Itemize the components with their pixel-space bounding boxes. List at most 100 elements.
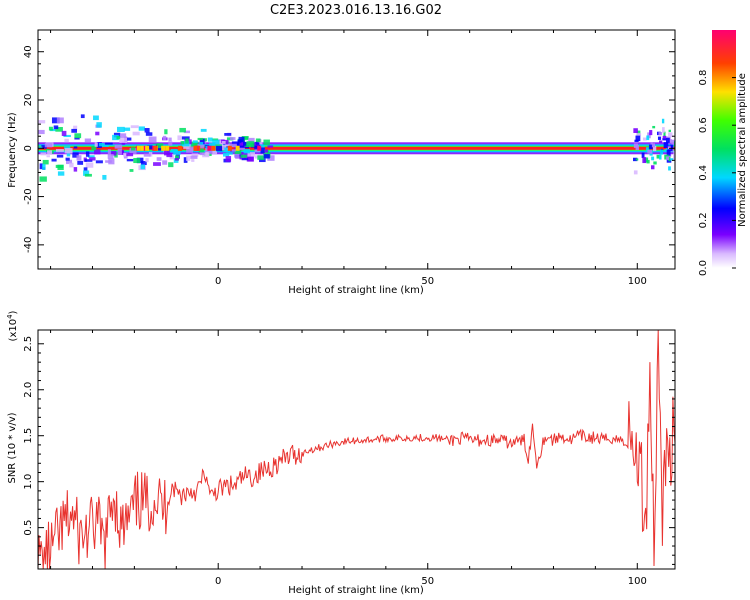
snr-y-tick-label: 2.5 bbox=[23, 336, 34, 352]
spectrogram-noise-cell bbox=[186, 155, 191, 161]
spectrogram-noise-cell bbox=[73, 125, 78, 131]
spectrogram-noise-cell bbox=[255, 141, 260, 145]
spectrogram-noise-cell bbox=[148, 136, 157, 143]
spectrogram-noise-cell bbox=[653, 161, 657, 165]
spectrogram-x-tick-label: 0 bbox=[215, 276, 221, 287]
spectrogram-noise-cell bbox=[138, 126, 145, 131]
spectrogram-hot-cell bbox=[193, 145, 198, 151]
spectrogram-noise-cell bbox=[212, 150, 218, 155]
spectrogram-noise-cell bbox=[263, 154, 270, 159]
spectrogram-noise-cell bbox=[94, 142, 98, 147]
spectrogram-hot-cell bbox=[165, 145, 170, 151]
snr-frame bbox=[37, 329, 676, 570]
spectrogram-noise-cell bbox=[267, 155, 275, 161]
snr-y-axis-label: SNR (10 * v/v) bbox=[7, 412, 18, 483]
spectrogram-noise-cell bbox=[156, 157, 162, 161]
spectrogram-x-tick-label: 100 bbox=[628, 276, 647, 287]
spectrogram-noise-cell bbox=[123, 152, 129, 157]
spectrogram-noise-cell bbox=[240, 154, 248, 158]
spectrogram-noise-cell bbox=[641, 152, 645, 158]
spectrogram-noise-cell bbox=[64, 148, 73, 154]
snr-y-ticks: 0.5 1.0 1.5 2.0 2.5 bbox=[23, 336, 675, 565]
spectrogram-noise-cell bbox=[197, 137, 204, 141]
spectrogram-noise-cell bbox=[147, 145, 154, 150]
spectrogram-noise-cell bbox=[650, 142, 653, 146]
spectrogram-noise-cell bbox=[107, 149, 111, 156]
snr-y-tick-label: 1.5 bbox=[23, 428, 34, 444]
spectrogram-noise-cell bbox=[119, 137, 128, 143]
spectrogram-hot-cell bbox=[227, 145, 232, 151]
spectrogram-noise-cell bbox=[140, 161, 147, 166]
spectrogram-noise-cell bbox=[180, 141, 185, 145]
spectrogram-noise-cell bbox=[633, 170, 638, 175]
spectrogram-noise-cell bbox=[117, 148, 122, 155]
spectrogram-noise-cell bbox=[656, 154, 661, 159]
spectrogram-noise-cell bbox=[264, 149, 269, 153]
spectrogram-noise-cell bbox=[662, 135, 667, 139]
spectrogram-noise-cell bbox=[114, 144, 123, 149]
spectrogram-noise-cell bbox=[56, 117, 64, 124]
spectrogram-noise-cell bbox=[642, 137, 647, 141]
snr-y-multiplier: (x104) bbox=[6, 310, 19, 341]
spectrogram-noise-cell bbox=[257, 155, 265, 160]
spectrogram-noise-cell bbox=[143, 153, 151, 157]
spectrogram-noise-cell bbox=[653, 145, 657, 152]
snr-y-tick-label: 2.0 bbox=[23, 382, 34, 398]
spectrogram-noise-cell bbox=[222, 145, 227, 151]
spectrogram-noise-cell bbox=[636, 130, 641, 136]
spectrogram-noise-cell bbox=[260, 147, 265, 154]
spectrogram-noise-cell bbox=[123, 155, 128, 159]
spectrogram-noise-cell bbox=[126, 153, 134, 157]
spectrogram-heatmap bbox=[38, 114, 675, 182]
spectrogram-noise-cell bbox=[105, 142, 113, 145]
spectrogram-noise-cell bbox=[223, 152, 230, 157]
spectrogram-noise-cell bbox=[225, 156, 232, 162]
spectrogram-noise-cell bbox=[42, 159, 49, 165]
spectrogram-noise-cell bbox=[255, 138, 261, 143]
spectrogram-noise-cell bbox=[197, 144, 205, 149]
spectrogram-noise-cell bbox=[193, 143, 197, 149]
spectrogram-noise-cell bbox=[170, 148, 178, 153]
spectrogram-noise-cell bbox=[212, 139, 220, 145]
spectrogram-noise-cell bbox=[168, 137, 172, 142]
spectrogram-noise-cell bbox=[673, 154, 675, 161]
spectrogram-hot-cell bbox=[136, 145, 141, 151]
colorbar-tick-label: 0.8 bbox=[698, 70, 709, 86]
spectrogram-noise-cell bbox=[246, 156, 254, 162]
spectrogram-noise-cell bbox=[129, 169, 134, 172]
spectrogram-noise-cell bbox=[238, 145, 245, 148]
spectrogram-noise-cell bbox=[216, 145, 223, 152]
spectrogram-hot-cell bbox=[153, 145, 158, 151]
spectrogram-noise-cell bbox=[38, 129, 45, 135]
spectrogram-noise-cell bbox=[39, 176, 47, 182]
spectrogram-noise-cell bbox=[663, 131, 666, 137]
spectrogram-noise-cell bbox=[635, 135, 641, 142]
spectrogram-noise-cell bbox=[123, 127, 131, 131]
spectrogram-noise-cell bbox=[651, 143, 656, 148]
spectrogram-noise-cell bbox=[671, 139, 675, 146]
spectrogram-noise-cell bbox=[94, 149, 101, 155]
spectrogram-noise-cell bbox=[234, 153, 240, 159]
spectrogram-noise-cell bbox=[657, 136, 661, 140]
spectrogram-noise-cell bbox=[231, 141, 240, 146]
spectrogram-noise-cell bbox=[651, 165, 655, 170]
spectrogram-noise-cell bbox=[127, 137, 132, 141]
spectrogram-noise-cell bbox=[46, 155, 50, 158]
spectrogram-noise-cell bbox=[199, 142, 204, 145]
spectrogram-noise-cell bbox=[183, 157, 188, 163]
spectrogram-frame bbox=[37, 29, 676, 270]
spectrogram-noise-cell bbox=[132, 131, 140, 136]
snr-series-line bbox=[38, 330, 675, 569]
spectrogram-noise-cell bbox=[231, 149, 236, 152]
spectrogram-noise-cell bbox=[241, 158, 249, 161]
spectrogram-noise-cell bbox=[229, 143, 237, 148]
spectrogram-noise-cell bbox=[207, 137, 213, 142]
spectrogram-noise-cell bbox=[99, 142, 105, 147]
spectrogram-noise-cell bbox=[102, 174, 107, 180]
spectrogram-noise-cell bbox=[669, 158, 674, 161]
spectrogram-noise-cell bbox=[185, 138, 189, 144]
spectrogram-noise-cell bbox=[243, 141, 247, 146]
spectrogram-noise-cell bbox=[117, 126, 125, 133]
spectrogram-noise-cell bbox=[234, 148, 242, 155]
